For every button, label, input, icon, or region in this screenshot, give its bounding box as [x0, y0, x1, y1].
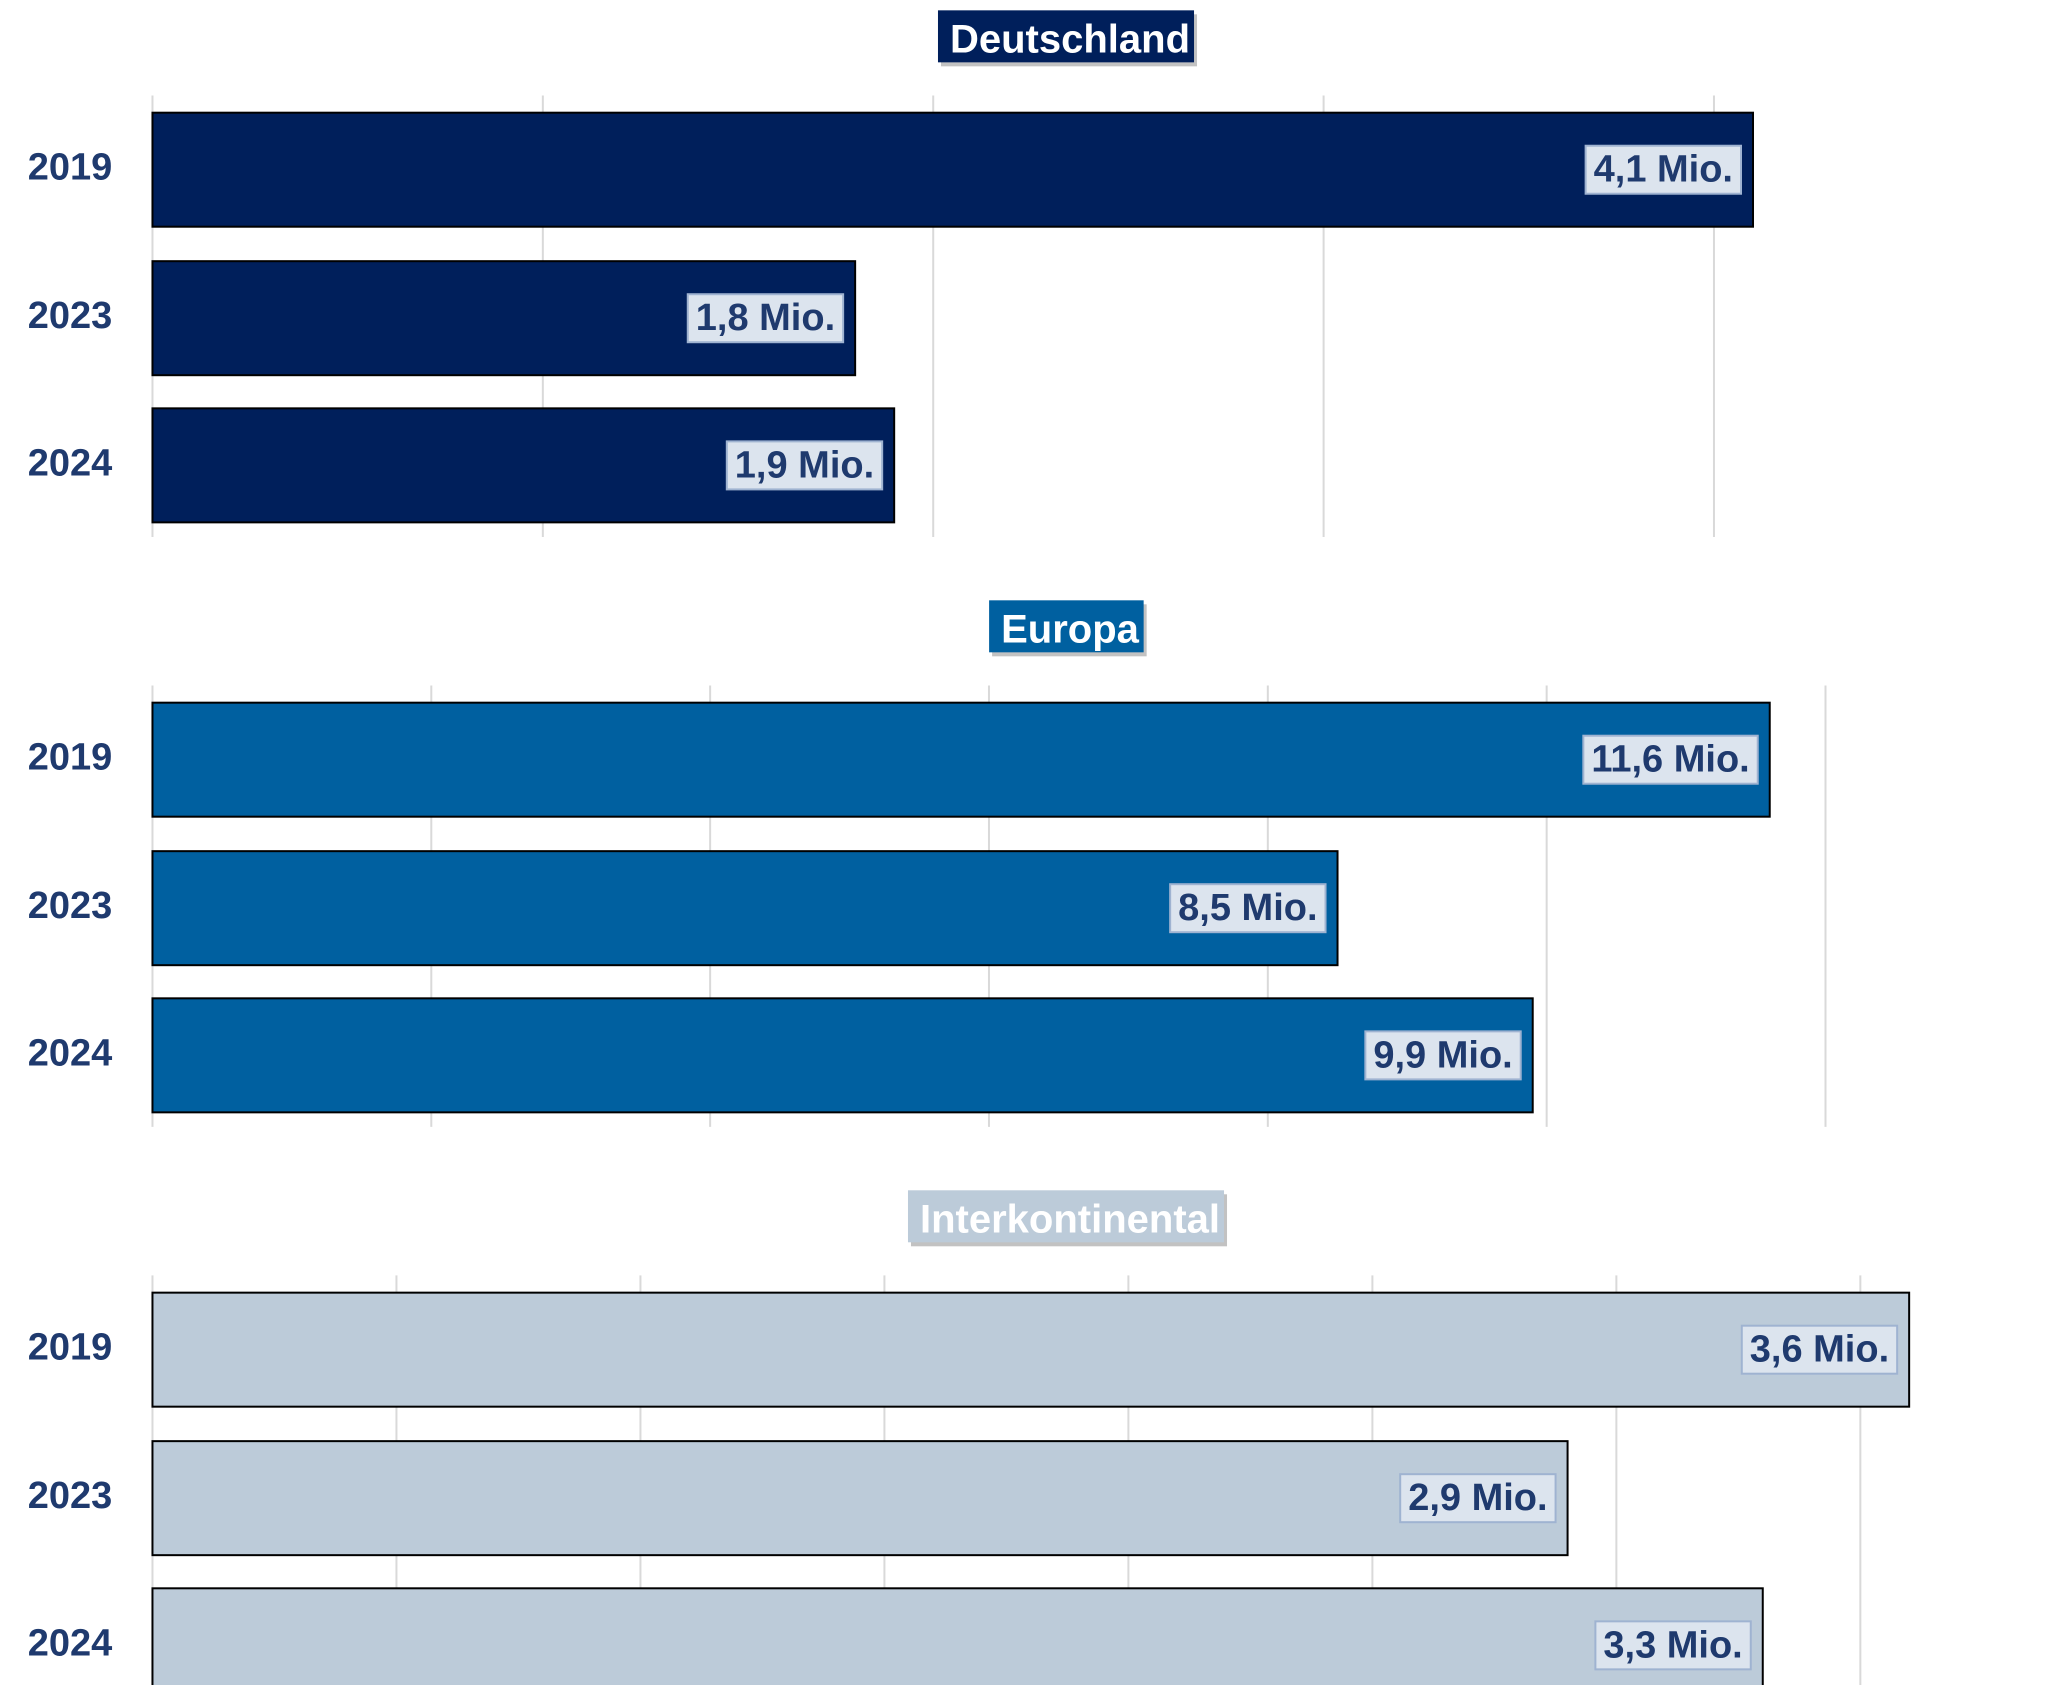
title-box [989, 600, 1144, 653]
chart-title: Deutschland [950, 17, 1190, 61]
value-label-box [1364, 1030, 1522, 1081]
value-label: 4,1 Mio. [1594, 149, 1733, 191]
y-tick-label: 2019 [28, 1327, 113, 1369]
value-label-box [686, 293, 845, 344]
bar [151, 997, 1534, 1114]
bar [151, 1291, 1911, 1408]
bar [151, 701, 1771, 818]
title-box [907, 1190, 1225, 1243]
value-label: 9,9 Mio. [1373, 1034, 1512, 1076]
y-tick-label: 2023 [28, 885, 113, 927]
y-tick-label: 2019 [28, 737, 113, 779]
bar [151, 850, 1339, 967]
value-label: 3,6 Mio. [1750, 1329, 1889, 1371]
chart-title: Interkontinental [920, 1197, 1220, 1241]
title-box [937, 10, 1195, 63]
chart-title: Europa [1001, 607, 1140, 651]
value-label-box [1740, 1324, 1899, 1375]
value-label-box [1582, 734, 1759, 785]
bar [151, 1587, 1764, 1685]
value-label: 2,9 Mio. [1408, 1477, 1547, 1519]
value-label-box [1169, 883, 1327, 934]
y-tick-label: 2023 [28, 295, 113, 337]
bar [151, 1440, 1569, 1557]
value-label-box [1399, 1473, 1557, 1524]
value-label: 3,3 Mio. [1603, 1624, 1742, 1666]
value-label-box [1584, 144, 1743, 195]
value-label: 8,5 Mio. [1178, 887, 1317, 929]
y-tick-label: 2024 [28, 1622, 113, 1664]
bar [151, 111, 1755, 228]
value-label-box [1594, 1620, 1752, 1671]
y-tick-label: 2024 [28, 1032, 113, 1074]
value-label: 11,6 Mio. [1591, 739, 1749, 781]
y-tick-label: 2024 [28, 442, 113, 484]
y-tick-label: 2023 [28, 1475, 113, 1517]
value-label-box [725, 440, 884, 491]
value-label: 1,8 Mio. [696, 297, 835, 339]
y-tick-label: 2019 [28, 147, 113, 189]
value-label: 1,9 Mio. [735, 444, 874, 486]
